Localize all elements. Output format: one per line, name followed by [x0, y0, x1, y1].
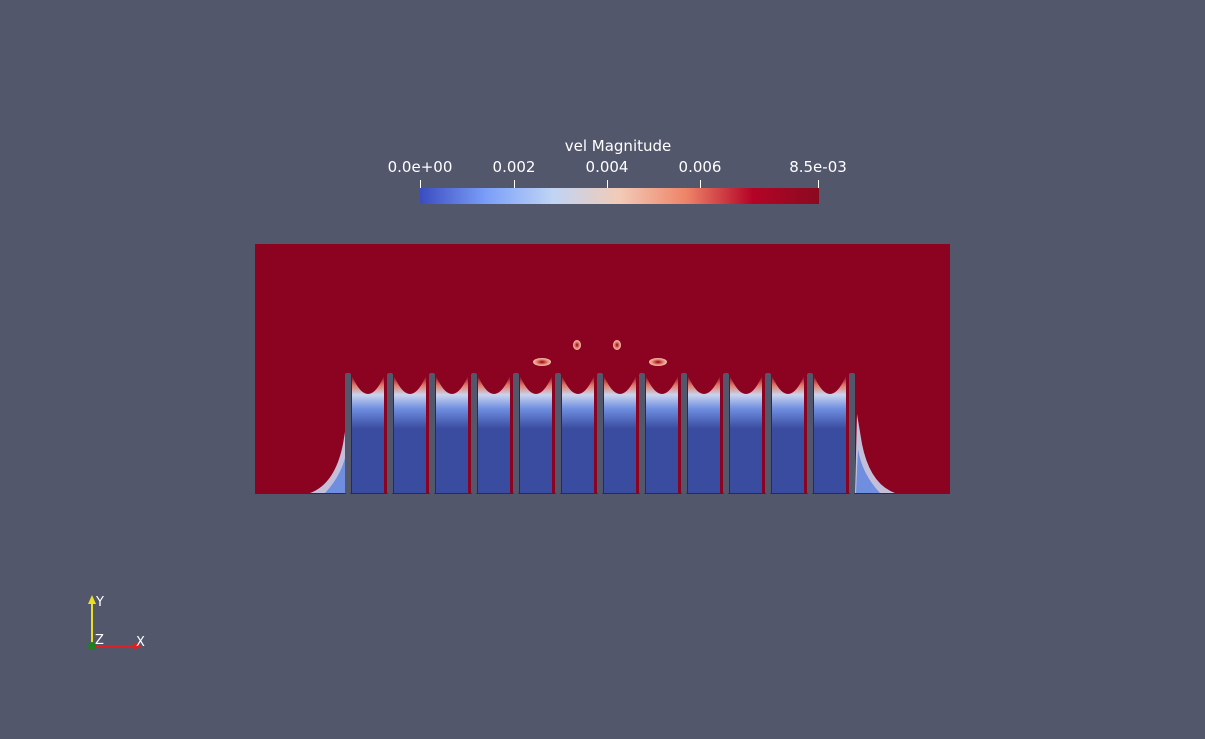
colorbar-tick-mark: [818, 180, 819, 189]
vortex-spot: [533, 358, 551, 366]
colorbar-tick-label: 0.004: [585, 158, 629, 176]
fin-array: [345, 373, 855, 494]
channel-flow: [604, 376, 636, 493]
channel-flow: [436, 376, 468, 493]
channel-flow: [814, 376, 846, 493]
fin: [681, 373, 687, 494]
vortex-spot: [613, 340, 621, 350]
colorbar-tick-mark: [700, 180, 701, 189]
orientation-axes: Y Z X: [88, 595, 145, 650]
colorbar-tick-label: 0.002: [492, 158, 536, 176]
fin: [807, 373, 813, 494]
vortex-spot: [649, 358, 667, 366]
fin: [765, 373, 771, 494]
x-axis-arrow: [133, 642, 142, 650]
fin: [387, 373, 393, 494]
channel-flow: [562, 376, 594, 493]
fin: [429, 373, 435, 494]
colorbar-tick-mark: [607, 180, 608, 189]
colorbar-title: vel Magnitude: [564, 137, 672, 155]
vortex-spot: [573, 340, 581, 350]
fin: [471, 373, 477, 494]
fin: [345, 373, 351, 494]
left-corner-core: [325, 449, 349, 493]
channel-flow: [730, 376, 762, 493]
z-axis-label: Z: [95, 633, 104, 648]
colorbar-gradient: [420, 188, 819, 204]
colorbar-tick-mark: [514, 180, 515, 189]
colorbar-tick-label: 0.006: [678, 158, 722, 176]
fin: [597, 373, 603, 494]
channel-flow: [352, 376, 384, 493]
fin: [849, 373, 855, 494]
fin: [723, 373, 729, 494]
channel-flow: [646, 376, 678, 493]
fin: [513, 373, 519, 494]
x-axis-label: X: [136, 635, 145, 650]
channel-flow: [688, 376, 720, 493]
render-view[interactable]: [255, 244, 950, 494]
colorbar-tick-label: 8.5e-03: [789, 158, 847, 176]
fin: [555, 373, 561, 494]
colorbar-tick-mark: [420, 180, 421, 189]
z-axis-dot: [88, 642, 96, 650]
channel-flow: [772, 376, 804, 493]
channel-flow: [520, 376, 552, 493]
colorbar-tick-label: 0.0e+00: [387, 158, 453, 176]
channel-flow: [394, 376, 426, 493]
channel-flow: [478, 376, 510, 493]
right-corner-core: [856, 449, 880, 493]
y-axis-arrow: [88, 595, 96, 604]
fin: [639, 373, 645, 494]
y-axis-label: Y: [95, 595, 104, 610]
